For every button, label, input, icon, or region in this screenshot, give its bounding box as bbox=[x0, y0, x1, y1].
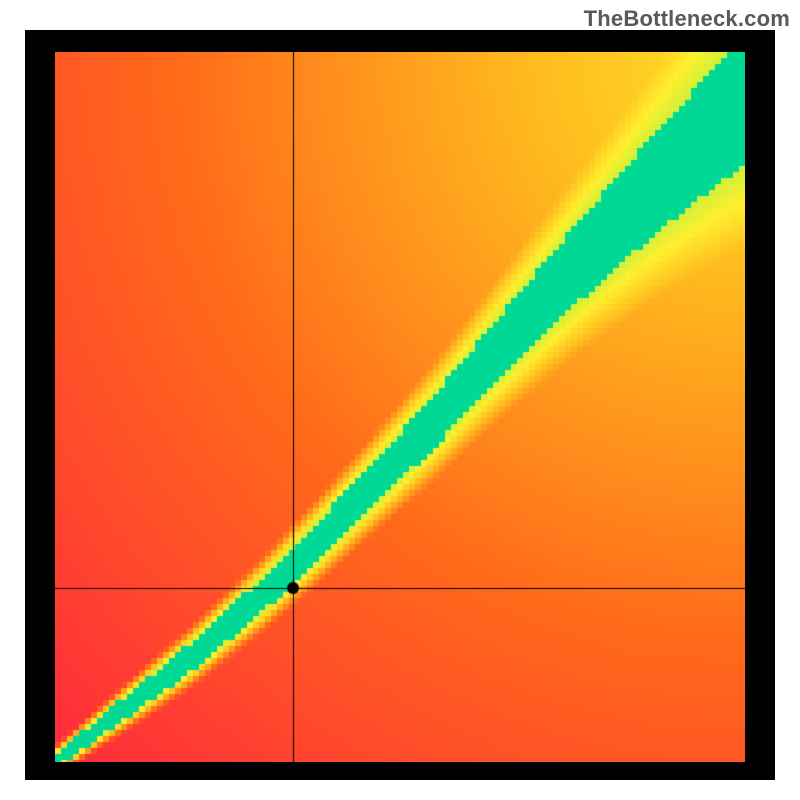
heatmap-plot bbox=[55, 52, 745, 762]
chart-container: TheBottleneck.com bbox=[0, 0, 800, 800]
watermark-text: TheBottleneck.com bbox=[584, 6, 790, 32]
heatmap-canvas bbox=[55, 52, 745, 762]
outer-frame bbox=[25, 30, 775, 780]
